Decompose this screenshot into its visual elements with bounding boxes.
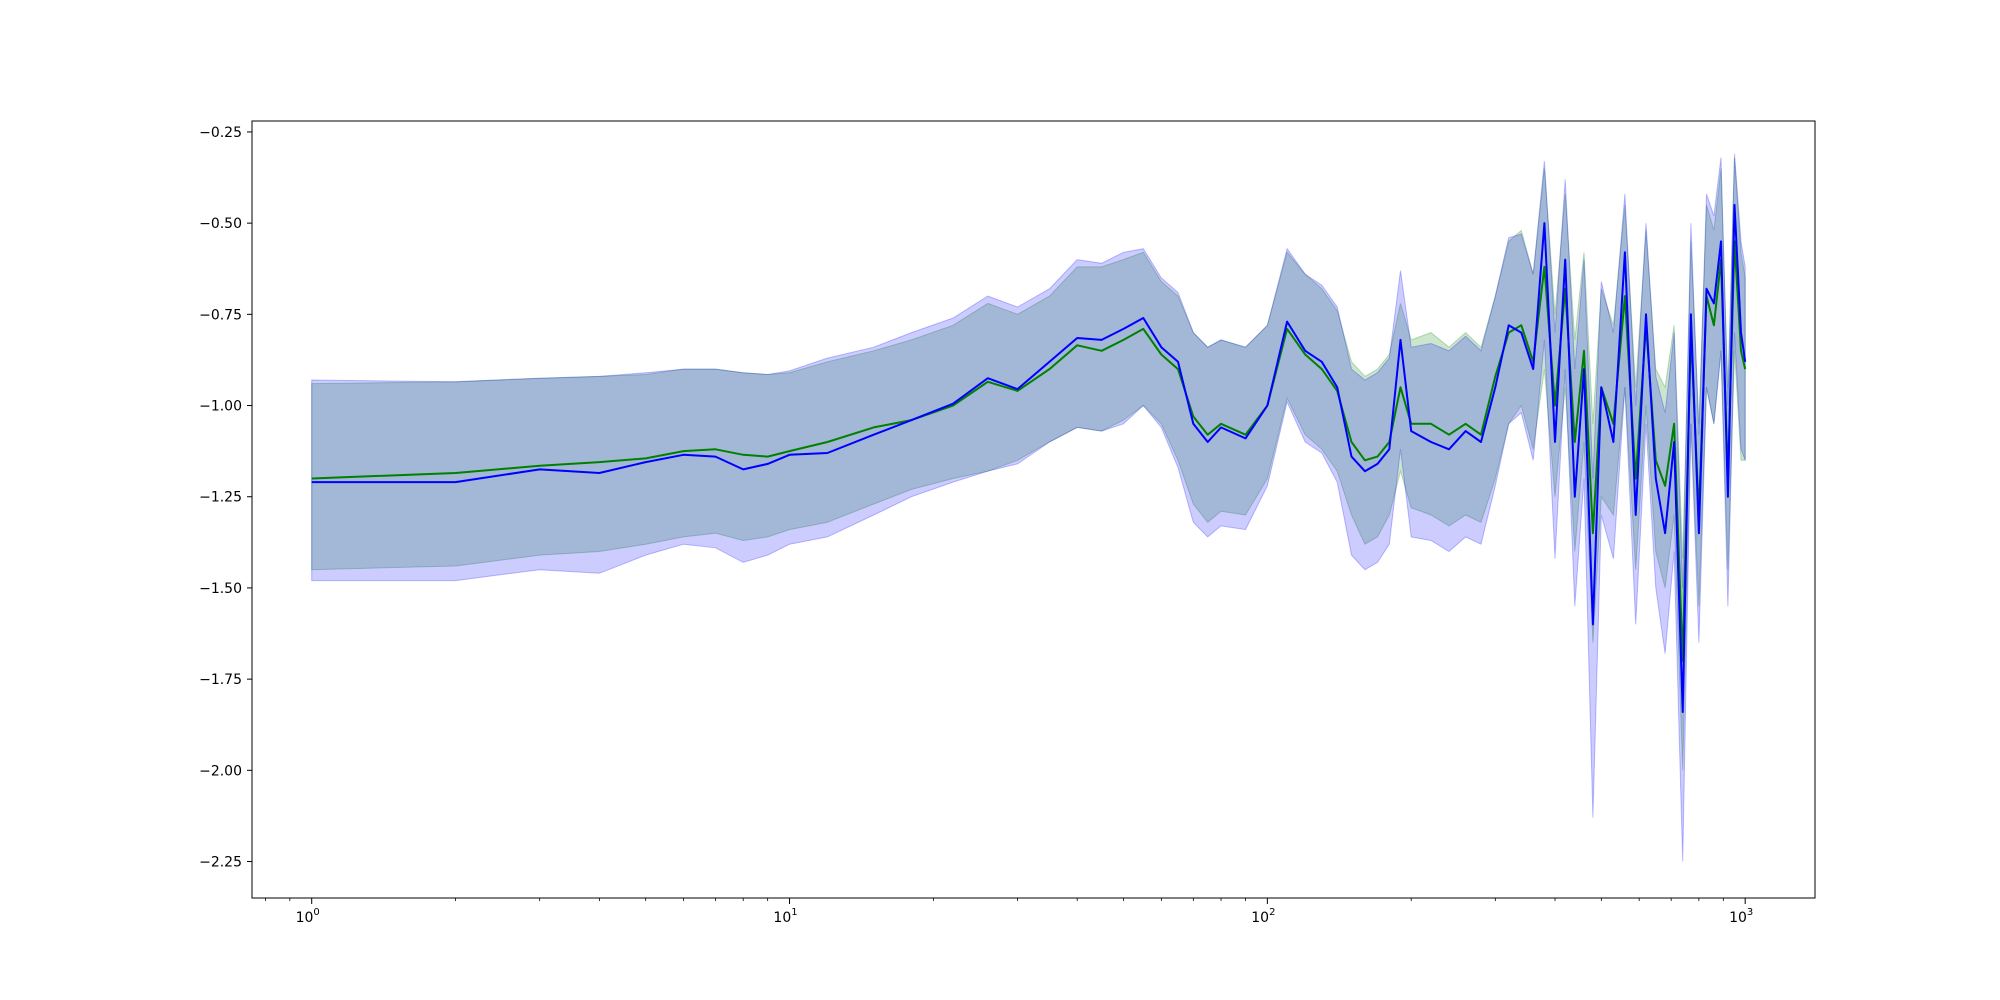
plot-area	[252, 121, 1815, 898]
x-tick-label: 102	[1251, 907, 1275, 926]
line-series-0	[311, 240, 1747, 662]
band-series-1	[311, 153, 1746, 862]
confidence-bands	[311, 153, 1746, 862]
y-tick-label: −1.00	[199, 399, 242, 415]
band-series-0	[311, 157, 1746, 771]
x-tick-label: 101	[773, 907, 797, 926]
y-tick-label: −2.25	[199, 855, 242, 871]
y-axis: −0.25 −0.50 −0.75 −1.00 −1.25 −1.50 −1.75 −2.00…	[199, 125, 252, 871]
y-tick-label: −1.25	[199, 490, 242, 506]
x-tick-label: 100	[296, 907, 320, 926]
y-tick-label: −0.75	[199, 307, 242, 323]
y-tick-label: −0.25	[199, 125, 242, 141]
plot-frame	[251, 120, 1816, 899]
x-axis: 100 101 102 103	[264, 898, 1753, 926]
series-lines	[311, 203, 1747, 713]
y-tick-label: −1.75	[199, 672, 242, 688]
y-tick-label: −1.50	[199, 581, 242, 597]
y-tick-label: −0.50	[199, 216, 242, 232]
x-tick-label: 103	[1729, 907, 1753, 926]
y-tick-label: −2.00	[199, 763, 242, 779]
line-series-1	[311, 203, 1747, 713]
